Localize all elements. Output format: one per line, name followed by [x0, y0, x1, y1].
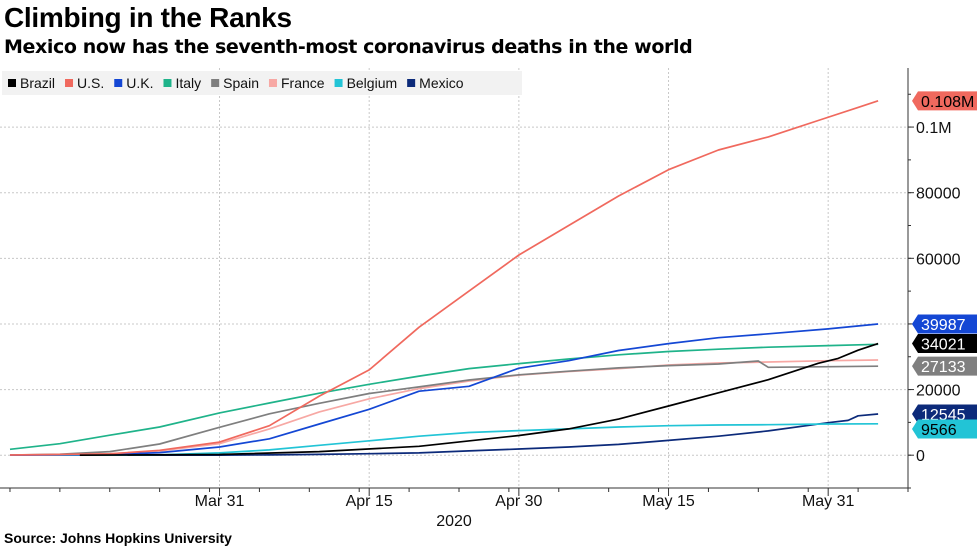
series-line-italy [9, 343, 879, 451]
legend-label-belgium: Belgium [347, 75, 398, 91]
x-tick-label: May 31 [802, 493, 855, 510]
end-tag-label-uk: 39987 [921, 317, 966, 334]
x-tick-label: Apr 15 [346, 493, 393, 510]
series-line-us [9, 99, 879, 456]
y-tick-label: 60000 [916, 251, 961, 268]
legend-label-brazil: Brazil [20, 75, 55, 91]
series-line-brazil [79, 342, 879, 457]
legend-label-uk: U.K. [126, 75, 153, 91]
legend-label-spain: Spain [223, 75, 259, 91]
end-tag-belgium [912, 419, 977, 439]
end-tag-label-belgium: 9566 [921, 422, 957, 439]
series-lines [9, 99, 879, 457]
legend-swatch-mexico [407, 79, 416, 87]
end-tag-spain [912, 356, 977, 376]
y-tick-label: 0 [916, 448, 925, 465]
y-tick-label: 80000 [916, 186, 961, 203]
end-tag-label-spain: 27133 [921, 359, 966, 376]
legend-label-france: France [281, 75, 325, 91]
legend-swatch-us [65, 79, 74, 87]
legend-swatch-italy [163, 79, 172, 87]
legend-swatch-belgium [334, 79, 343, 87]
x-year-label: 2020 [436, 513, 472, 530]
legend-swatch-uk [114, 79, 123, 87]
y-tick-label: 20000 [916, 383, 961, 400]
gridlines [0, 68, 908, 488]
end-tag-us [912, 91, 977, 111]
x-tick-label: May 15 [642, 493, 695, 510]
end-tag-uk [912, 314, 977, 334]
x-tick-label: Apr 30 [495, 493, 542, 510]
legend-swatch-france [268, 79, 277, 87]
end-tag-brazil [912, 334, 977, 354]
series-line-uk [9, 323, 879, 457]
series-line-spain [9, 360, 879, 456]
legend-label-mexico: Mexico [419, 75, 464, 91]
series-line-belgium [9, 422, 879, 457]
axes: Mar 31 Apr 15 Apr 30 May 15 May 31 2020 0 20000… [0, 68, 961, 530]
series-line-france [9, 359, 879, 456]
end-tag-mexico [912, 404, 977, 424]
chart-subtitle: Mexico now has the seventh-most coronavi… [4, 36, 693, 58]
legend-background [2, 71, 522, 95]
y-tick-label: 0.1M [916, 120, 952, 137]
legend-label-us: U.S. [77, 75, 104, 91]
chart-title: Climbing in the Ranks [4, 2, 292, 33]
source-note: Source: Johns Hopkins University [4, 530, 232, 546]
legend-swatch-spain [211, 79, 220, 87]
end-tag-label-brazil: 34021 [921, 337, 966, 354]
legend-swatch-brazil [8, 79, 16, 87]
legend-label-italy: Italy [175, 75, 201, 91]
end-tag-label-us: 0.108M [921, 94, 974, 111]
series-line-mexico [10, 413, 879, 457]
x-tick-label: Mar 31 [195, 493, 245, 510]
legend: Brazil U.S. U.K. Italy Spain France Belgium Mex… [2, 71, 522, 95]
